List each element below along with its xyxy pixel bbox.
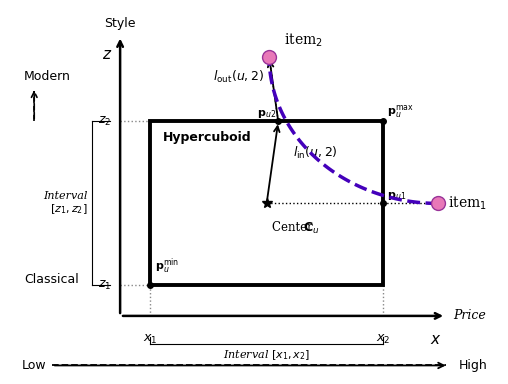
Text: $\mathbf{p}_u^{\min}$: $\mathbf{p}_u^{\min}$: [155, 256, 180, 276]
Text: $\mathbf{p}_{u2}$: $\mathbf{p}_{u2}$: [257, 108, 276, 119]
Text: $l_{\rm in}(u, 2)$: $l_{\rm in}(u, 2)$: [293, 144, 337, 161]
Text: High: High: [459, 359, 487, 372]
Text: $\mathbf{p}_{u1}$: $\mathbf{p}_{u1}$: [387, 190, 406, 202]
Text: Style: Style: [104, 17, 136, 30]
Bar: [150, 121, 383, 285]
Text: $x_2$: $x_2$: [375, 333, 390, 346]
Text: Classical: Classical: [24, 273, 79, 286]
Text: Price: Price: [454, 310, 486, 323]
Text: $l_{\rm out}(u, 2)$: $l_{\rm out}(u, 2)$: [213, 69, 264, 85]
Text: item$_1$: item$_1$: [448, 195, 486, 212]
Text: Center: Center: [272, 220, 316, 233]
Text: $x$: $x$: [430, 333, 441, 347]
Text: Low: Low: [22, 359, 47, 372]
Text: $\mathbf{C}_u$: $\mathbf{C}_u$: [303, 220, 320, 236]
Text: $z$: $z$: [102, 48, 113, 62]
Text: $\mathbf{p}_u^{\max}$: $\mathbf{p}_u^{\max}$: [387, 103, 414, 119]
Text: Interval $[x_1, x_2]$: Interval $[x_1, x_2]$: [223, 348, 310, 362]
Text: Interval
$[z_1, z_2]$: Interval $[z_1, z_2]$: [43, 190, 87, 216]
Text: $z_2$: $z_2$: [98, 115, 111, 128]
Text: $z_1$: $z_1$: [98, 279, 111, 292]
Text: Modern: Modern: [24, 70, 71, 83]
Text: item$_2$: item$_2$: [284, 31, 323, 49]
Text: Hypercuboid: Hypercuboid: [163, 131, 251, 144]
Text: $x_1$: $x_1$: [143, 333, 157, 346]
